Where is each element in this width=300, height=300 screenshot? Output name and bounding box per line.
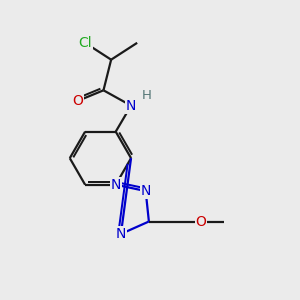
Text: N: N (126, 99, 136, 112)
Text: N: N (110, 178, 121, 192)
Text: N: N (116, 227, 126, 241)
Text: O: O (72, 94, 83, 108)
Text: N: N (140, 184, 151, 198)
Text: Cl: Cl (78, 36, 92, 50)
Text: O: O (196, 214, 206, 229)
Text: H: H (142, 89, 152, 102)
